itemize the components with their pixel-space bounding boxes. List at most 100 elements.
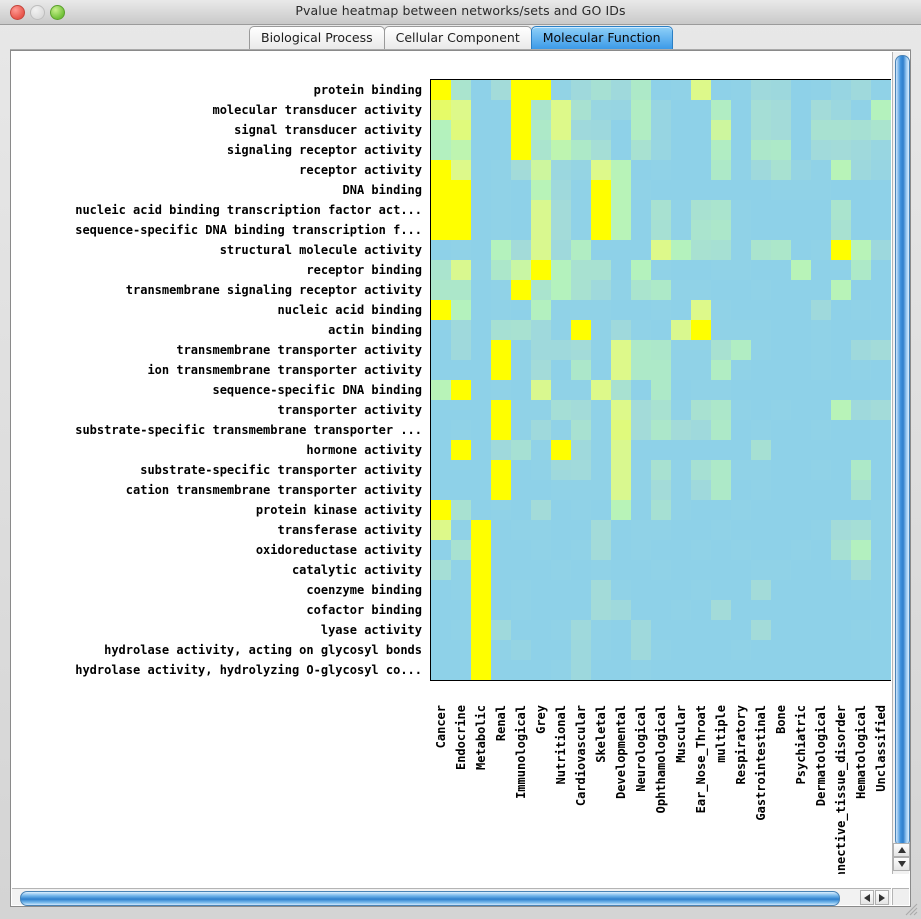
heatmap-cell[interactable]	[551, 180, 571, 200]
heatmap-cell[interactable]	[771, 240, 791, 260]
heatmap-cell[interactable]	[471, 500, 491, 520]
heatmap-cell[interactable]	[631, 540, 651, 560]
heatmap-cell[interactable]	[551, 580, 571, 600]
tab-molecular-function[interactable]: Molecular Function	[530, 26, 673, 49]
heatmap-cell[interactable]	[531, 560, 551, 580]
heatmap-cell[interactable]	[691, 120, 711, 140]
heatmap-cell[interactable]	[631, 480, 651, 500]
heatmap-cell[interactable]	[871, 440, 891, 460]
heatmap-cell[interactable]	[771, 420, 791, 440]
heatmap-cell[interactable]	[751, 600, 771, 620]
heatmap-cell[interactable]	[671, 340, 691, 360]
heatmap-cell[interactable]	[851, 480, 871, 500]
heatmap-cell[interactable]	[551, 660, 571, 680]
heatmap-cell[interactable]	[811, 140, 831, 160]
heatmap-cell[interactable]	[451, 480, 471, 500]
heatmap-cell[interactable]	[731, 380, 751, 400]
heatmap-cell[interactable]	[531, 580, 551, 600]
heatmap-cell[interactable]	[511, 620, 531, 640]
heatmap-cell[interactable]	[631, 420, 651, 440]
heatmap-cell[interactable]	[671, 240, 691, 260]
heatmap-cell[interactable]	[791, 600, 811, 620]
heatmap-cell[interactable]	[811, 520, 831, 540]
heatmap-cell[interactable]	[671, 200, 691, 220]
heatmap-cell[interactable]	[671, 140, 691, 160]
heatmap-cell[interactable]	[851, 400, 871, 420]
heatmap-cell[interactable]	[591, 520, 611, 540]
heatmap-cell[interactable]	[691, 240, 711, 260]
heatmap-cell[interactable]	[571, 560, 591, 580]
heatmap-cell[interactable]	[671, 280, 691, 300]
heatmap-cell[interactable]	[791, 240, 811, 260]
heatmap-cell[interactable]	[791, 140, 811, 160]
heatmap-cell[interactable]	[431, 340, 451, 360]
heatmap-cell[interactable]	[511, 420, 531, 440]
heatmap-cell[interactable]	[571, 480, 591, 500]
heatmap-cell[interactable]	[611, 320, 631, 340]
heatmap-cell[interactable]	[511, 100, 531, 120]
heatmap-cell[interactable]	[751, 320, 771, 340]
heatmap-cell[interactable]	[851, 240, 871, 260]
heatmap-cell[interactable]	[471, 300, 491, 320]
heatmap-cell[interactable]	[431, 480, 451, 500]
heatmap-cell[interactable]	[751, 480, 771, 500]
heatmap-cell[interactable]	[711, 340, 731, 360]
heatmap-cell[interactable]	[491, 620, 511, 640]
heatmap-cell[interactable]	[651, 320, 671, 340]
heatmap-cell[interactable]	[531, 280, 551, 300]
heatmap-cell[interactable]	[571, 240, 591, 260]
heatmap-cell[interactable]	[631, 340, 651, 360]
heatmap-cell[interactable]	[871, 280, 891, 300]
heatmap-cell[interactable]	[651, 560, 671, 580]
heatmap-cell[interactable]	[711, 140, 731, 160]
heatmap-cell[interactable]	[811, 660, 831, 680]
heatmap-cell[interactable]	[631, 180, 651, 200]
heatmap-cell[interactable]	[691, 340, 711, 360]
heatmap-cell[interactable]	[531, 420, 551, 440]
heatmap-cell[interactable]	[751, 620, 771, 640]
heatmap-cell[interactable]	[531, 540, 551, 560]
heatmap-cell[interactable]	[871, 560, 891, 580]
heatmap-cell[interactable]	[531, 400, 551, 420]
heatmap-cell[interactable]	[771, 140, 791, 160]
heatmap-cell[interactable]	[871, 400, 891, 420]
heatmap-cell[interactable]	[471, 160, 491, 180]
heatmap-cell[interactable]	[551, 440, 571, 460]
heatmap-cell[interactable]	[431, 180, 451, 200]
heatmap-cell[interactable]	[671, 300, 691, 320]
heatmap-cell[interactable]	[531, 180, 551, 200]
heatmap-cell[interactable]	[551, 200, 571, 220]
heatmap-cell[interactable]	[811, 440, 831, 460]
heatmap-cell[interactable]	[871, 240, 891, 260]
heatmap-cell[interactable]	[831, 560, 851, 580]
heatmap-cell[interactable]	[851, 260, 871, 280]
heatmap-cell[interactable]	[751, 100, 771, 120]
heatmap-cell[interactable]	[451, 80, 471, 100]
heatmap-cell[interactable]	[611, 300, 631, 320]
heatmap-cell[interactable]	[571, 160, 591, 180]
heatmap-cell[interactable]	[831, 440, 851, 460]
heatmap-cell[interactable]	[851, 340, 871, 360]
heatmap-cell[interactable]	[431, 620, 451, 640]
heatmap-cell[interactable]	[451, 520, 471, 540]
heatmap-cell[interactable]	[551, 500, 571, 520]
heatmap-cell[interactable]	[691, 580, 711, 600]
heatmap-cell[interactable]	[651, 380, 671, 400]
heatmap-cell[interactable]	[591, 100, 611, 120]
heatmap-cell[interactable]	[491, 660, 511, 680]
heatmap-cell[interactable]	[751, 160, 771, 180]
heatmap-cell[interactable]	[831, 380, 851, 400]
horizontal-scrollbar[interactable]	[12, 888, 891, 906]
heatmap-cell[interactable]	[511, 140, 531, 160]
heatmap-cell[interactable]	[711, 620, 731, 640]
heatmap-cell[interactable]	[811, 340, 831, 360]
heatmap-cell[interactable]	[651, 660, 671, 680]
heatmap-cell[interactable]	[811, 160, 831, 180]
heatmap-cell[interactable]	[871, 120, 891, 140]
heatmap-cell[interactable]	[871, 500, 891, 520]
heatmap-cell[interactable]	[631, 380, 651, 400]
heatmap-cell[interactable]	[711, 540, 731, 560]
heatmap-cell[interactable]	[471, 80, 491, 100]
heatmap-cell[interactable]	[751, 180, 771, 200]
heatmap-cell[interactable]	[731, 320, 751, 340]
